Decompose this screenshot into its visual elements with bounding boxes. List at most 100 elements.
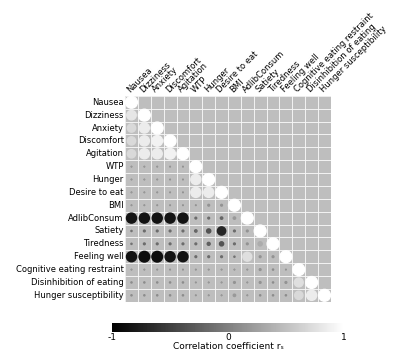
Circle shape <box>234 243 235 245</box>
Bar <box>305 199 318 212</box>
Bar <box>305 289 318 302</box>
Circle shape <box>156 230 158 232</box>
Circle shape <box>259 269 261 271</box>
Circle shape <box>126 96 138 108</box>
Circle shape <box>234 269 235 270</box>
Circle shape <box>218 227 226 235</box>
Circle shape <box>234 282 235 283</box>
Bar <box>292 147 305 160</box>
Bar <box>254 289 267 302</box>
Circle shape <box>247 295 248 296</box>
Bar <box>241 109 254 121</box>
Circle shape <box>258 242 262 246</box>
Bar <box>151 250 164 263</box>
Bar <box>164 160 176 173</box>
Circle shape <box>144 230 145 232</box>
Bar <box>151 199 164 212</box>
Bar <box>125 289 138 302</box>
Bar <box>202 199 215 212</box>
Bar <box>254 237 267 250</box>
Bar <box>189 237 202 250</box>
Bar <box>164 173 176 186</box>
Bar <box>267 173 280 186</box>
Bar <box>267 121 280 135</box>
Circle shape <box>246 230 248 232</box>
Circle shape <box>152 136 162 146</box>
Bar <box>189 109 202 121</box>
Bar <box>241 160 254 173</box>
Bar <box>189 224 202 237</box>
Circle shape <box>127 124 136 132</box>
Bar <box>202 224 215 237</box>
Bar <box>189 199 202 212</box>
Bar <box>125 212 138 225</box>
Circle shape <box>272 256 274 258</box>
Bar <box>228 276 241 289</box>
Bar <box>267 224 280 237</box>
Circle shape <box>182 230 184 232</box>
Bar <box>215 160 228 173</box>
Circle shape <box>233 294 236 296</box>
Bar <box>125 224 138 237</box>
Bar <box>292 289 305 302</box>
Bar <box>228 224 241 237</box>
Bar <box>228 263 241 276</box>
Circle shape <box>208 256 210 258</box>
Bar <box>228 109 241 121</box>
Bar <box>202 250 215 263</box>
Circle shape <box>221 269 222 270</box>
Circle shape <box>195 230 197 232</box>
Circle shape <box>267 238 279 250</box>
Circle shape <box>139 136 149 146</box>
Bar <box>318 109 331 121</box>
Bar <box>228 135 241 147</box>
Bar <box>305 160 318 173</box>
Circle shape <box>152 149 162 159</box>
Circle shape <box>280 251 292 263</box>
Bar <box>254 224 267 237</box>
Bar <box>164 224 176 237</box>
Circle shape <box>144 179 145 180</box>
Bar <box>176 250 189 263</box>
Bar <box>215 199 228 212</box>
Circle shape <box>247 282 248 283</box>
Bar <box>176 186 189 199</box>
Circle shape <box>234 256 235 257</box>
Bar <box>164 135 176 147</box>
Bar <box>215 96 228 109</box>
Bar <box>176 96 189 109</box>
Bar <box>292 135 305 147</box>
Bar <box>138 237 151 250</box>
Circle shape <box>127 137 136 145</box>
Circle shape <box>127 110 136 120</box>
Circle shape <box>165 252 175 262</box>
Bar <box>318 237 331 250</box>
Bar <box>215 173 228 186</box>
Bar <box>151 96 164 109</box>
Circle shape <box>157 179 158 180</box>
Bar <box>280 121 292 135</box>
Bar <box>151 147 164 160</box>
Bar <box>202 135 215 147</box>
Circle shape <box>157 282 158 283</box>
Bar <box>176 263 189 276</box>
Bar <box>305 121 318 135</box>
Circle shape <box>182 243 184 245</box>
Bar <box>138 263 151 276</box>
Bar <box>189 121 202 135</box>
Bar <box>267 276 280 289</box>
Circle shape <box>285 282 287 283</box>
Bar <box>164 263 176 276</box>
Bar <box>292 250 305 263</box>
Bar <box>125 96 138 109</box>
Circle shape <box>131 295 132 296</box>
Bar <box>292 109 305 121</box>
Bar <box>241 199 254 212</box>
Bar <box>267 96 280 109</box>
Circle shape <box>178 252 188 262</box>
Bar <box>151 109 164 121</box>
Circle shape <box>195 243 197 245</box>
Bar <box>280 263 292 276</box>
Bar <box>280 186 292 199</box>
Circle shape <box>204 187 214 197</box>
